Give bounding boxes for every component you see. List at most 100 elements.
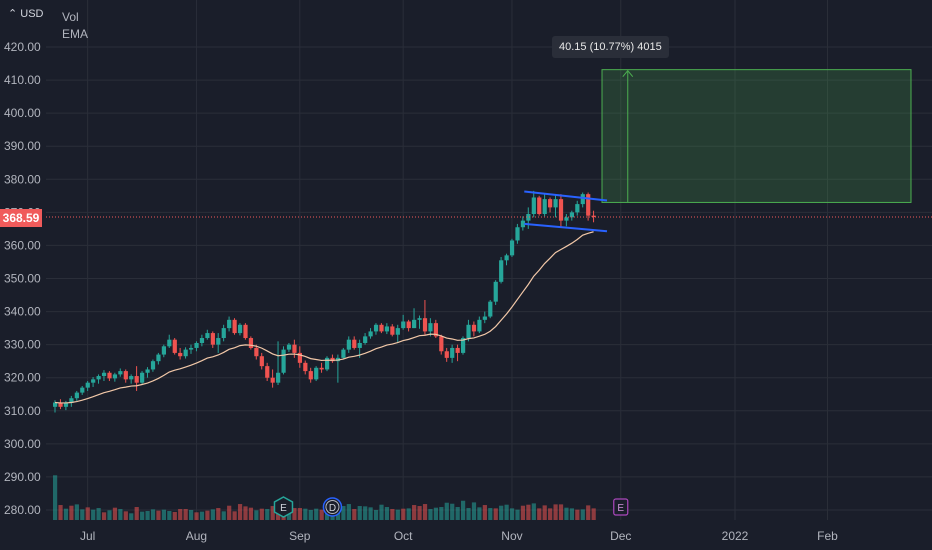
candle-body [558, 199, 564, 221]
volume-bar [558, 504, 564, 520]
volume-bar [74, 504, 79, 520]
candle-body [74, 392, 79, 399]
volume-bar [53, 475, 58, 520]
candle-body [270, 377, 275, 383]
volume-bar [243, 506, 248, 520]
volume-bar [270, 506, 275, 520]
volume-bar [161, 509, 166, 520]
ema-line [54, 231, 594, 404]
volume-bar [69, 505, 74, 520]
candle-body [591, 215, 596, 218]
volume-bar [515, 509, 520, 520]
y-tick-label: 320.00 [4, 371, 41, 385]
volume-bar [564, 507, 569, 520]
volume-bar [586, 505, 591, 520]
currency-label: USD [20, 8, 44, 20]
y-tick-label: 300.00 [4, 437, 41, 451]
price-candles [53, 190, 596, 413]
x-tick-label: Feb [817, 529, 838, 543]
candle-body [237, 324, 243, 334]
volume-bar [548, 508, 553, 520]
ema-line [54, 231, 594, 404]
volume-bar [107, 510, 112, 520]
volume-bar [417, 506, 422, 520]
candle-body [69, 398, 74, 403]
candle-body [216, 338, 221, 345]
x-tick-label: Sep [289, 529, 311, 543]
volume-bar [482, 505, 487, 520]
candle-body [352, 339, 357, 348]
volume-bar [101, 512, 107, 520]
candle-body [63, 402, 69, 407]
candle-body [178, 352, 183, 357]
x-tick-label: Aug [186, 529, 207, 543]
x-tick-label: Dec [610, 529, 631, 543]
candle-body [471, 324, 477, 332]
volume-bar [232, 511, 237, 520]
volume-bar [580, 509, 585, 520]
volume-bar [357, 506, 362, 520]
candle-body [569, 212, 574, 218]
candle-body [101, 372, 107, 377]
volume-bar [488, 508, 493, 520]
candle-body [357, 342, 362, 348]
candle-body [259, 356, 264, 367]
volume-bar [352, 509, 357, 520]
volume-bar [167, 510, 172, 520]
volume-bar [237, 504, 243, 520]
volume-bar [553, 504, 558, 520]
volume-bar [85, 507, 90, 520]
volume-bar [575, 509, 580, 520]
price-axis[interactable]: 280.00 290.00 300.00 310.00 320.00 330.00 340.… [4, 40, 41, 517]
volume-bar [509, 508, 515, 520]
candle-body [412, 319, 417, 329]
x-tick-label: Nov [501, 529, 522, 543]
volume-bar [395, 509, 400, 520]
flag-pattern-drawing[interactable] [524, 190, 608, 233]
candle-body [303, 362, 308, 372]
candle-body [346, 339, 351, 350]
volume-bar [123, 511, 128, 520]
long-position-projection[interactable] [601, 69, 912, 203]
candle-body [308, 371, 313, 380]
candle-body [91, 379, 96, 383]
volume-bar [439, 507, 444, 520]
candle-body [232, 319, 237, 334]
candle-body [493, 281, 498, 302]
candle-body [488, 301, 493, 317]
candle-body [205, 333, 210, 339]
volume-bar [259, 508, 264, 520]
candle-body [221, 328, 226, 339]
candle-body [450, 347, 455, 358]
last-price-tag: 368.59 [0, 209, 42, 227]
volume-bar [189, 510, 194, 520]
volume-bar [428, 509, 433, 520]
candle-body [520, 220, 526, 228]
volume-bar [499, 505, 504, 520]
candle-body [227, 319, 232, 329]
grid [46, 0, 932, 520]
volume-bar [140, 511, 145, 520]
volume-bar [96, 508, 101, 520]
volume-bar [319, 509, 324, 520]
candle-body [406, 321, 411, 329]
volume-bar [433, 507, 438, 520]
volume-bar [373, 510, 379, 520]
candle-body [363, 336, 368, 343]
candle-body [265, 366, 270, 378]
volume-bar [569, 508, 574, 520]
candle-body [107, 372, 112, 379]
event-marker-label: E [280, 503, 287, 514]
candle-body [134, 376, 139, 383]
legend-ema[interactable]: EMA [62, 27, 89, 41]
volume-bar [297, 508, 302, 520]
currency-button[interactable]: ⌃ USD [6, 6, 46, 21]
legend-vol[interactable]: Vol [62, 10, 79, 24]
candle-body [276, 372, 281, 383]
candle-body [417, 318, 422, 320]
candle-body [297, 352, 302, 363]
time-axis[interactable]: Jul Aug Sep Oct Nov Dec 2022 Feb [80, 529, 838, 543]
